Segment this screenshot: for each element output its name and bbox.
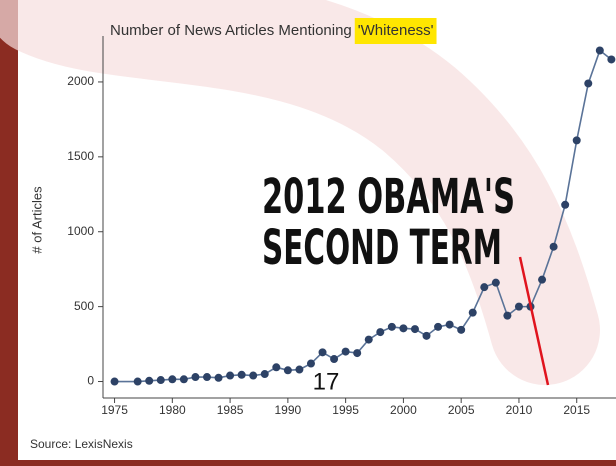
data-point bbox=[491, 278, 500, 287]
data-point bbox=[376, 328, 385, 337]
data-point bbox=[410, 325, 419, 334]
data-point bbox=[133, 377, 142, 386]
data-point bbox=[503, 311, 512, 320]
annotation-line: 2012 OBAMA'S bbox=[262, 169, 515, 225]
y-tick-label: 1500 bbox=[67, 149, 94, 163]
data-point bbox=[387, 322, 396, 331]
x-tick-label: 1995 bbox=[332, 403, 359, 417]
data-point bbox=[434, 322, 443, 331]
data-point bbox=[480, 283, 489, 292]
y-tick-label: 1000 bbox=[67, 224, 94, 238]
chart-title: Number of News Articles Mentioning bbox=[110, 22, 352, 39]
data-point bbox=[538, 275, 547, 284]
data-point bbox=[249, 371, 258, 380]
data-point bbox=[457, 325, 466, 334]
data-point bbox=[110, 377, 119, 386]
data-point bbox=[595, 46, 604, 55]
data-point bbox=[156, 376, 165, 385]
data-point bbox=[353, 349, 362, 358]
data-point bbox=[445, 320, 454, 329]
x-tick-label: 1980 bbox=[159, 403, 186, 417]
data-point bbox=[584, 79, 593, 88]
data-point bbox=[549, 242, 558, 251]
x-tick-label: 1990 bbox=[275, 403, 302, 417]
data-point bbox=[468, 308, 477, 317]
data-point bbox=[607, 55, 616, 64]
data-point bbox=[572, 136, 581, 145]
data-point bbox=[422, 331, 431, 340]
data-point bbox=[202, 373, 211, 382]
data-point bbox=[214, 373, 223, 382]
data-point bbox=[399, 324, 408, 333]
data-point bbox=[260, 370, 269, 379]
x-tick-label: 2000 bbox=[390, 403, 417, 417]
chart-title-highlight: 'Whiteness' bbox=[358, 22, 434, 39]
data-point bbox=[341, 347, 350, 356]
x-tick-label: 2005 bbox=[448, 403, 475, 417]
data-point bbox=[237, 370, 246, 379]
background-shape bbox=[0, 0, 600, 385]
x-tick-label: 2015 bbox=[563, 403, 590, 417]
data-point bbox=[191, 373, 200, 382]
data-point bbox=[514, 302, 523, 311]
y-tick-label: 2000 bbox=[67, 74, 94, 88]
data-point bbox=[330, 355, 339, 364]
data-point bbox=[295, 365, 304, 374]
annotation-pointer bbox=[518, 256, 550, 386]
x-tick-label: 1985 bbox=[217, 403, 244, 417]
annotation-line: SECOND TERM bbox=[262, 220, 502, 276]
data-point bbox=[272, 363, 281, 372]
y-axis-label: # of Articles bbox=[29, 186, 44, 254]
data-point bbox=[306, 359, 315, 368]
data-point bbox=[561, 200, 570, 209]
data-point bbox=[168, 375, 177, 384]
data-point bbox=[226, 371, 235, 380]
slide-number: 17 bbox=[313, 368, 340, 395]
y-tick-label: 0 bbox=[87, 374, 94, 388]
data-point bbox=[283, 366, 292, 375]
data-point bbox=[145, 376, 154, 385]
x-tick-label: 2010 bbox=[506, 403, 533, 417]
source-note: Source: LexisNexis bbox=[30, 437, 133, 451]
data-point bbox=[364, 335, 373, 344]
data-point bbox=[318, 348, 327, 357]
x-tick-label: 1975 bbox=[101, 403, 128, 417]
data-point bbox=[179, 375, 188, 384]
y-tick-label: 500 bbox=[74, 299, 94, 313]
title-highlight-box bbox=[354, 18, 437, 44]
